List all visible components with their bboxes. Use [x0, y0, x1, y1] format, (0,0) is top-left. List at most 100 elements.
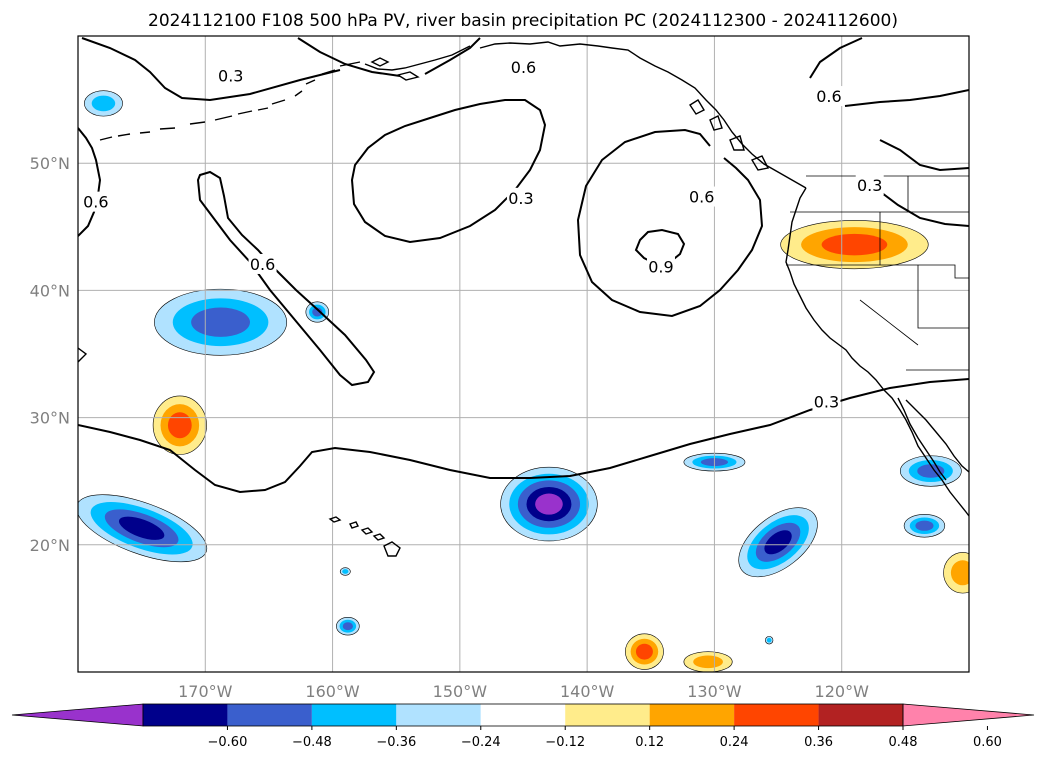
state-borders	[786, 176, 969, 371]
contour-label-bg	[812, 391, 841, 412]
precip-band	[821, 233, 888, 256]
precip-band	[91, 95, 116, 112]
precip-band	[312, 307, 323, 317]
lon-tick-label: 170°W	[178, 682, 233, 701]
precip-band	[167, 412, 192, 439]
lon-tick-label: 130°W	[687, 682, 742, 701]
colorbar-tick-label: −0.36	[376, 735, 416, 750]
contour-labels: 0.3 0.6 0.6 0.6 0.6 0.3 0.6 0.9 0.3 0.3	[81, 56, 884, 412]
precip-band	[191, 307, 250, 337]
colorbar-cell	[818, 704, 903, 726]
contour-label-bg	[687, 186, 716, 207]
hawaii-islands	[328, 516, 401, 557]
contour-label-bg	[216, 65, 245, 86]
contour-label-bg	[814, 86, 843, 107]
political-borders	[786, 175, 969, 371]
longitude-labels: 170°W 160°W 150°W 140°W 130°W 120°W	[178, 682, 869, 701]
precip-anomaly	[943, 552, 969, 594]
contour-label-bg	[248, 253, 277, 274]
contour-label: 0.3	[508, 189, 533, 208]
colorbar-cell	[311, 704, 397, 726]
precip-anomaly	[903, 513, 946, 538]
colorbar-tick-label: −0.48	[292, 735, 332, 750]
west-coast-north-america	[785, 187, 969, 517]
lon-tick-label: 150°W	[433, 682, 488, 701]
precip-anomaly	[625, 633, 664, 670]
colorbar-cell	[734, 704, 819, 726]
colorbar-cell	[480, 704, 566, 726]
contour-label: 0.3	[814, 392, 839, 411]
contour-label-bg	[81, 191, 110, 212]
contour-label: 0.6	[689, 188, 714, 207]
precip-anomaly	[339, 567, 351, 576]
contour-label-bg	[509, 56, 538, 77]
contour-label: 0.6	[83, 193, 108, 212]
precip-band	[766, 637, 772, 643]
precip-anomaly	[899, 455, 962, 487]
contour-label: 0.3	[218, 67, 243, 86]
precip-band	[693, 655, 723, 669]
lat-tick-label: 40°N	[30, 281, 70, 300]
coastlines	[78, 41, 969, 557]
colorbar-cells	[11, 703, 1035, 727]
precip-anomaly	[84, 90, 123, 117]
colorbar-tick-label: 0.36	[804, 735, 833, 750]
colorbar-cell	[565, 704, 650, 726]
contour-label-bg	[506, 187, 535, 208]
precip-anomaly	[738, 507, 818, 578]
precip-band	[635, 643, 653, 660]
precip-band	[342, 569, 349, 574]
baja-california	[897, 397, 969, 481]
colorbar-cell	[143, 704, 228, 726]
lon-tick-label: 160°W	[305, 682, 360, 701]
contour-03-south	[78, 378, 969, 494]
colorbar-tick-label: −0.24	[461, 735, 501, 750]
lon-tick-label: 140°W	[560, 682, 615, 701]
contour-03-central-loop	[350, 99, 547, 244]
precip-anomaly	[780, 220, 929, 270]
precipitation-shading	[78, 90, 969, 672]
colorbar-cell	[227, 704, 312, 726]
contour-06-east-loop	[576, 128, 764, 318]
colorbar-cell	[649, 704, 735, 726]
contour-09-loop	[634, 228, 686, 266]
colorbar-arrow-max	[902, 703, 1035, 727]
kamchatka-coast	[78, 347, 88, 363]
precip-band	[764, 530, 792, 555]
map-frame	[77, 35, 970, 673]
lat-tick-label: 20°N	[30, 536, 70, 555]
colorbar-tick-label: −0.12	[545, 735, 585, 750]
coast-islands	[370, 57, 770, 171]
pv-contours	[78, 37, 969, 494]
contour-label: 0.6	[511, 58, 536, 77]
lat-tick-label: 30°N	[30, 409, 70, 428]
contour-label: 0.3	[857, 176, 882, 195]
contour-03-north	[81, 37, 341, 102]
precip-band	[535, 493, 563, 515]
precip-band	[915, 520, 934, 531]
colorbar: −0.60 −0.48 −0.36 −0.24 −0.12 0.12 0.24 0.36 0.4…	[11, 703, 1035, 750]
colorbar-arrow-min	[11, 703, 144, 727]
colorbar-ticks: −0.60 −0.48 −0.36 −0.24 −0.12 0.12 0.24 0.36 0.4…	[208, 726, 1002, 750]
colorbar-tick-label: 0.24	[720, 735, 749, 750]
contour-label: 0.6	[816, 87, 841, 106]
precip-anomaly	[154, 288, 288, 356]
colorbar-tick-label: 0.12	[635, 735, 664, 750]
precip-anomaly	[683, 651, 733, 672]
colorbar-tick-label: 0.60	[973, 735, 1002, 750]
latitude-labels: 20°N 30°N 40°N 50°N	[30, 154, 70, 555]
precip-anomaly	[765, 636, 774, 645]
lat-tick-label: 50°N	[30, 154, 70, 173]
contour-label-bg	[855, 175, 884, 196]
colorbar-tick-label: 0.48	[889, 735, 918, 750]
contour-label-bg	[646, 256, 675, 277]
gridlines	[78, 36, 969, 672]
contour-06-northeast	[809, 37, 969, 107]
precip-band	[118, 516, 165, 540]
colorbar-tick-label: −0.60	[208, 735, 248, 750]
precip-anomaly	[500, 466, 598, 542]
precip-band	[950, 560, 969, 586]
precip-anomaly	[336, 617, 360, 636]
contour-label: 0.6	[250, 255, 275, 274]
